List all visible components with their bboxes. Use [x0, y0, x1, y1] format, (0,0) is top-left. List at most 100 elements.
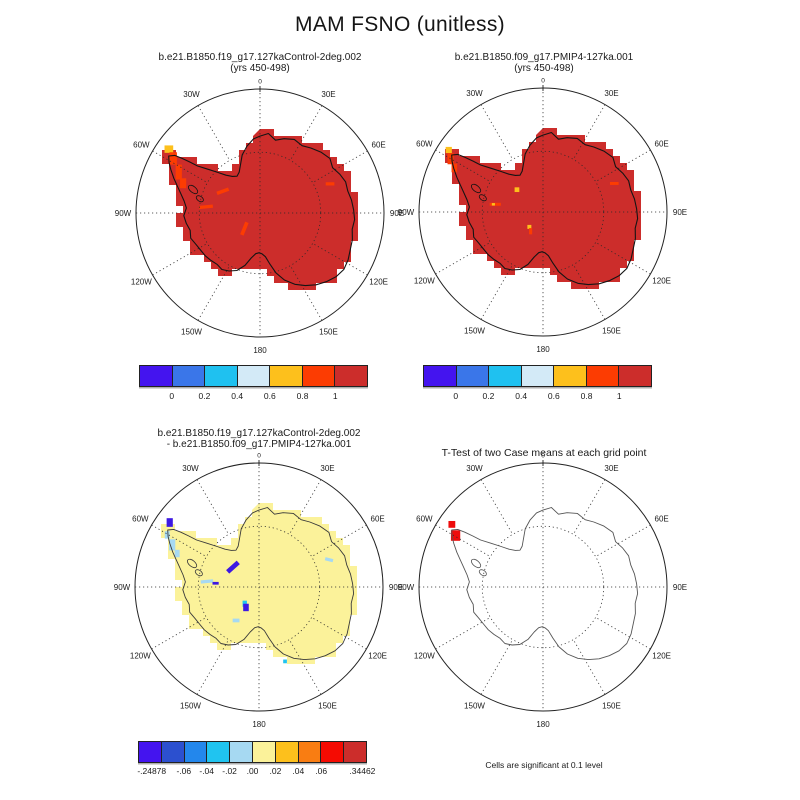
meridian-label: 180	[252, 720, 266, 729]
meridian-label: 120E	[652, 651, 671, 660]
data-cell	[609, 181, 619, 185]
map-difference: 0 30E 60E 90E 120E 150E 180 150W 120W 90W 60W 30W	[114, 453, 403, 729]
colorbar-tick-label: .06	[315, 766, 328, 776]
latitude-circle	[197, 525, 321, 649]
colorbar-segment	[424, 366, 456, 386]
colorbar-segment	[183, 742, 207, 762]
colorbar-tick-label: .00	[246, 766, 259, 776]
data-cell	[283, 659, 287, 664]
data-cell	[451, 163, 458, 173]
map-control-case: 0 30E 60E 90E 120E 150E 180 150W 120W 90W 60W 30W	[115, 79, 404, 355]
data-cell	[180, 178, 187, 189]
colorbar-tick-label: 0.8	[580, 391, 593, 401]
pole-meridian-label: 0	[258, 79, 262, 86]
island-outline	[187, 558, 198, 569]
meridian-line	[152, 150, 208, 183]
colorbar-segment	[140, 366, 172, 386]
colorbar-tick-label: 0.2	[198, 391, 211, 401]
meridian-line	[435, 242, 491, 275]
data-cell	[243, 603, 249, 612]
meridian-line	[151, 617, 207, 650]
data-cell	[169, 539, 176, 551]
colorbar-segment	[274, 742, 298, 762]
colorbar-control	[139, 365, 368, 387]
colorbar-control-labels: 0 0.2 0.4 0.6 0.8 1	[139, 391, 368, 403]
latitude-circle	[198, 151, 322, 275]
meridian-label: 150E	[602, 701, 621, 710]
island-outline	[478, 569, 487, 577]
meridian-line	[311, 617, 367, 650]
meridian-label: 30E	[320, 464, 334, 473]
island-outline	[471, 558, 482, 569]
panel2-years-label: (yrs 450-498)	[514, 62, 574, 74]
meridian-line	[289, 639, 322, 695]
island-outline	[195, 195, 204, 203]
meridian-line	[196, 479, 229, 535]
colorbar-tick-label: -.02	[222, 766, 237, 776]
meridian-line	[435, 524, 491, 557]
meridian-line	[573, 479, 606, 535]
meridian-line	[311, 524, 367, 557]
data-cell	[164, 145, 174, 153]
island-outline	[478, 194, 487, 202]
meridian-label: 60E	[371, 514, 385, 523]
meridian-line	[312, 150, 368, 183]
island-outline	[188, 184, 199, 195]
panel2-title: b.e21.B1850.f09_g17.PMIP4-127ka.001 (yrs…	[394, 52, 694, 74]
meridian-line	[595, 524, 651, 557]
meridian-line	[480, 479, 513, 535]
panel2-case-label: b.e21.B1850.f09_g17.PMIP4-127ka.001	[454, 52, 634, 63]
meridian-label: 150W	[180, 701, 201, 710]
data-cell	[242, 600, 247, 607]
data-cell	[491, 203, 495, 206]
island-outline	[194, 569, 203, 577]
colorbar-tick-label: 0	[453, 391, 459, 401]
colorbar-segment	[520, 366, 554, 386]
colorbar-tick-label: -.04	[199, 766, 215, 776]
panel4-title: T-Test of two Case means at each grid po…	[441, 447, 647, 459]
data-cell	[232, 618, 240, 623]
colorbar-tick-label: 0.4	[515, 391, 528, 401]
meridian-line	[151, 524, 207, 557]
colorbar-segment	[236, 366, 270, 386]
meridian-line	[435, 617, 491, 650]
data-cell	[447, 153, 454, 165]
meridian-line	[480, 264, 513, 320]
antarctica-coastline	[168, 132, 356, 287]
data-cell	[450, 530, 461, 541]
data-cell	[529, 228, 533, 235]
meridian-label: 60W	[416, 514, 433, 523]
meridian-line	[197, 265, 230, 321]
colorbar-tick-label: 1	[616, 391, 622, 401]
colorbar-tick-label: .02	[269, 766, 282, 776]
colorbar-segment	[251, 742, 275, 762]
data-cell	[166, 518, 173, 527]
meridian-label: 60W	[133, 140, 150, 149]
meridian-label: 60E	[372, 140, 386, 149]
meridian-label: 180	[536, 345, 550, 354]
panel3-case2-label: - b.e21.B1850.f09_g17.PMIP4-127ka.001	[166, 438, 352, 450]
meridian-label: 120E	[368, 651, 387, 660]
pole-meridian-label: 0	[257, 453, 261, 460]
colorbar-difference	[138, 741, 367, 763]
data-cell	[514, 187, 520, 193]
figure-title: MAM FSNO (unitless)	[295, 13, 505, 36]
meridian-line	[480, 639, 513, 695]
meridian-label: 90W	[115, 209, 132, 218]
colorbar-segment	[585, 366, 619, 386]
colorbar-segment	[139, 742, 161, 762]
map-ttest: 0 30E 60E 90E 120E 150E 180 150W 120W 90W 60W 30W	[398, 453, 687, 729]
meridian-label: 60W	[132, 514, 149, 523]
data-cell	[240, 221, 249, 236]
meridian-label: 30E	[604, 89, 618, 98]
data-cell	[164, 531, 170, 539]
colorbar-segment	[297, 742, 321, 762]
colorbar-pmip4-labels: 0 0.2 0.4 0.6 0.8 1	[423, 391, 652, 403]
colorbar-segment	[553, 366, 586, 386]
colorbar-segment	[343, 742, 366, 762]
meridian-line	[573, 264, 606, 320]
colorbar-tick-label: -.24878	[137, 766, 167, 776]
meridian-line	[573, 104, 606, 160]
meridian-label: 30W	[183, 90, 200, 99]
